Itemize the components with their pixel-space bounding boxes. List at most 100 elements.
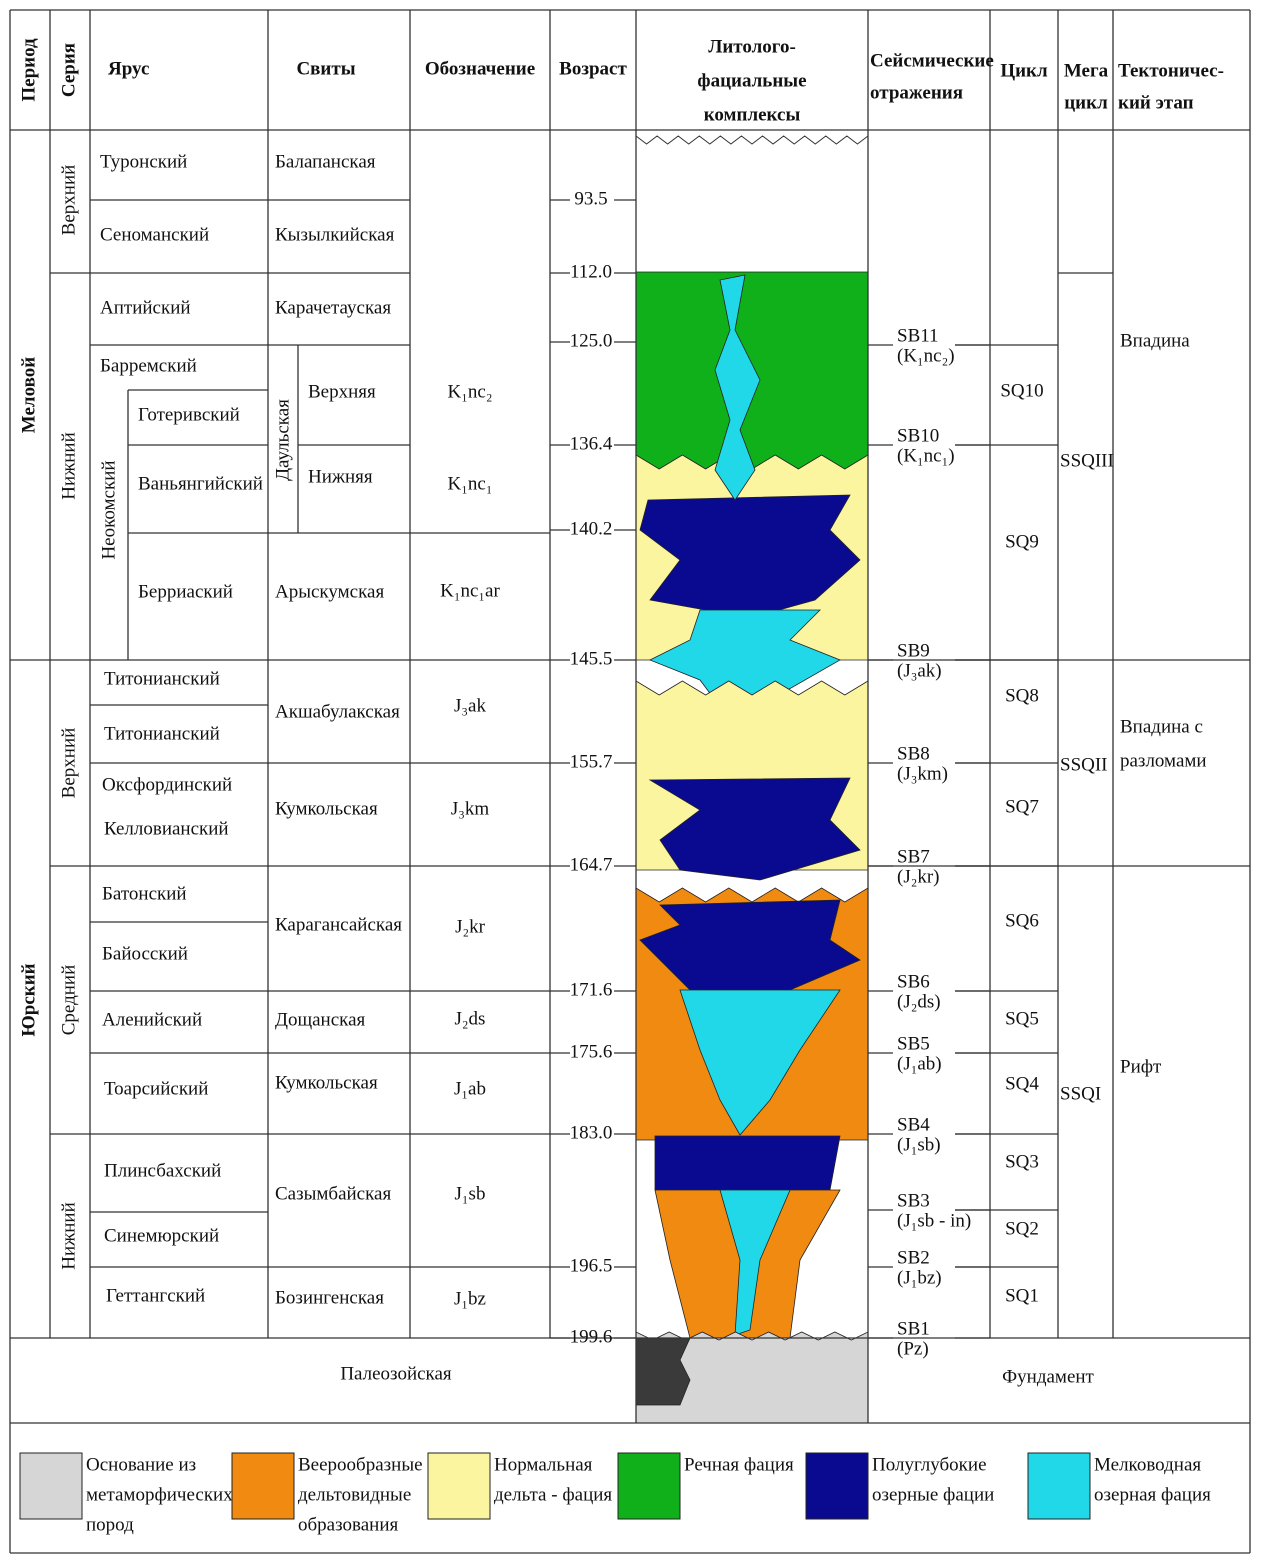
basement: Палеозойская [340,1363,452,1384]
notation: J₃ak [454,695,486,716]
cycle: SQ6 [1005,910,1039,931]
seismic-code: (K₁nc₁) [897,445,955,466]
formation: Бозингенская [275,1287,384,1308]
stage: Титонианский [104,723,220,744]
notation: K₁nc₁ar [440,580,500,601]
cycle: SQ4 [1005,1073,1039,1094]
notation: K₁nc₁ [448,473,493,494]
notation: J₂kr [455,916,486,937]
stage: Туронский [100,151,187,172]
seismic-name: SB10 [897,425,939,446]
header: комплексы [704,104,801,125]
formation: Балапанская [275,151,376,172]
stage: Плинсбахский [104,1160,221,1181]
seismic-name: SB7 [897,846,930,867]
seismic-name: SB5 [897,1033,930,1054]
seismic-name: SB6 [897,971,930,992]
formation: Карагансайская [275,914,402,935]
cycle: SQ3 [1005,1151,1039,1172]
top-wave [636,136,868,144]
age: 196.5 [570,1255,613,1276]
age: 155.7 [570,751,613,772]
header: Возраст [559,58,627,79]
tectonic-stage: разломами [1120,750,1207,771]
header: Сейсмические [870,50,994,71]
period: Юрский [18,963,39,1036]
cycle: SQ1 [1005,1285,1039,1306]
notation: J₂ds [455,1008,486,1029]
seismic-name: SB1 [897,1318,930,1339]
legend-label: озерные фации [872,1484,994,1505]
legend-label: образования [298,1514,398,1535]
series: Верхний [58,165,79,236]
cycle: SQ9 [1005,531,1039,552]
seismic-name: SB2 [897,1247,930,1268]
legend-label: Мелководная [1094,1454,1201,1475]
legend-swatch [806,1453,868,1519]
header: Серия [58,43,79,97]
seismic-code: (J₁ab) [897,1053,942,1074]
stage: Тоарсийский [104,1078,208,1099]
header: Свиты [296,58,355,79]
legend-label: дельтовидные [298,1484,411,1505]
legend-label: Основание из [86,1454,196,1475]
legend-label: пород [86,1514,134,1535]
basement: Фундамент [1002,1366,1094,1387]
stage: Титонианский [104,668,220,689]
subformation: Верхняя [308,381,376,402]
stage: Батонский [102,883,187,904]
header: Мега [1064,60,1109,81]
header: Тектоничес- [1118,60,1224,81]
series: Нижний [58,432,79,500]
series: Нижний [58,1202,79,1270]
facies [636,1338,690,1405]
cycle: SQ7 [1005,796,1039,817]
age: 125.0 [570,330,613,351]
age: 171.6 [570,979,613,1000]
cycle: SQ2 [1005,1218,1039,1239]
seismic-code: (J₂ds) [897,991,941,1012]
stage: Келловианский [104,818,229,839]
age: 145.5 [570,648,613,669]
legend-label: дельта - фация [494,1484,612,1505]
header: цикл [1064,92,1108,113]
stage: Барремский [100,355,197,376]
stage: Аленийский [102,1009,202,1030]
stage: Байосский [102,943,188,964]
seismic-name: SB4 [897,1114,930,1135]
seismic-code: (J₁sb - in) [897,1210,971,1231]
notation: J₃km [451,798,490,819]
header: Цикл [1000,60,1048,81]
header: Ярус [108,58,149,79]
legend-label: метаморфических [86,1484,233,1505]
header: отражения [870,82,963,103]
notation: J₁bz [454,1288,486,1309]
cycle: SQ10 [1000,380,1043,401]
substage: Неокомский [98,460,119,559]
header: кий этап [1118,92,1194,113]
formation: Кумкольская [275,1072,378,1093]
legend-swatch [1028,1453,1090,1519]
notation: J₁sb [455,1183,486,1204]
tectonic-stage: Рифт [1120,1056,1162,1077]
stage: Берриаский [138,581,233,602]
stage: Синемюрский [104,1225,219,1246]
legend-label: Нормальная [494,1454,593,1475]
seismic-code: (J₃ak) [897,660,942,681]
tectonic-stage: Впадина [1120,330,1190,351]
cycle: SQ5 [1005,1008,1039,1029]
formation: Арыскумская [275,581,384,602]
legend-swatch [618,1453,680,1519]
seismic-name: SB11 [897,325,939,346]
formation: Сазымбайская [275,1183,391,1204]
period: Меловой [18,357,39,433]
legend-label: озерная фация [1094,1484,1211,1505]
formation: Кумкольская [275,798,378,819]
formation: Акшабулакская [275,701,400,722]
megacycle: SSQIII [1060,450,1114,471]
legend-swatch [428,1453,490,1519]
subformation: Нижняя [308,466,373,487]
subformation: Даульская [272,399,293,481]
legend-label: Полуглубокие [872,1454,987,1475]
header: фациальные [697,70,806,91]
